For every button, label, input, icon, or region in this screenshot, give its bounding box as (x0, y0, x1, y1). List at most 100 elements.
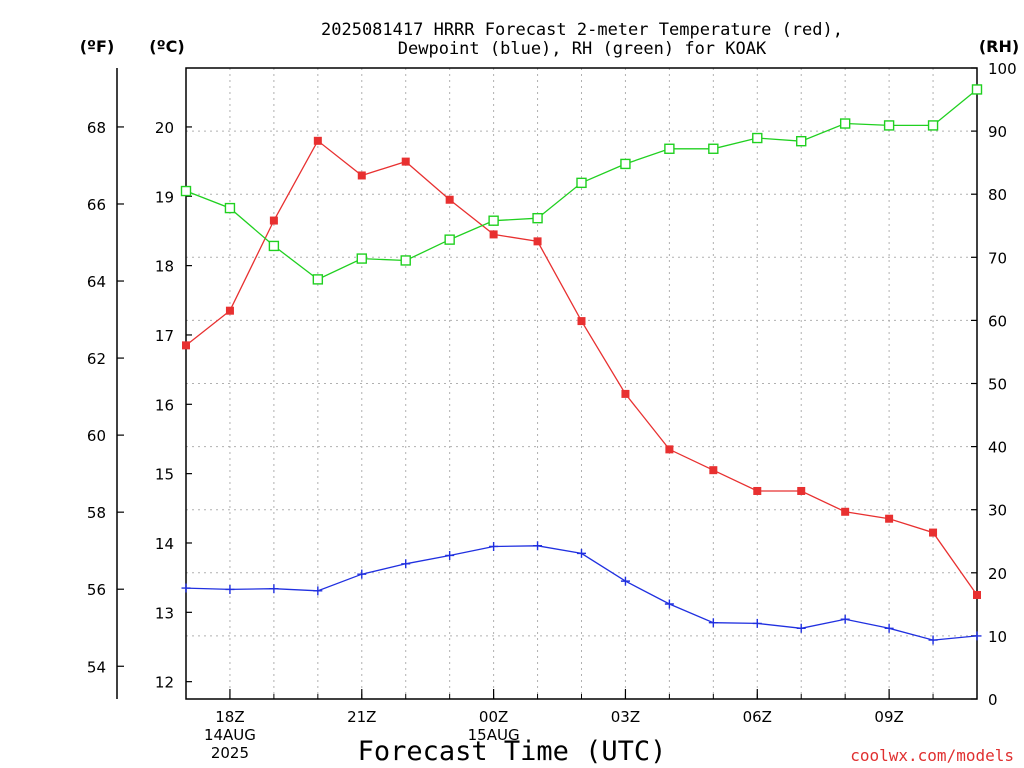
dewpoint-point (664, 599, 674, 609)
rh-point (532, 212, 543, 224)
temperature-point (313, 136, 322, 145)
temperature-point (797, 486, 806, 495)
dewpoint-point (357, 569, 367, 579)
dewpoint-point (313, 586, 323, 596)
time-tick-label: 18Z (215, 708, 244, 726)
celsius-unit-label: (ºC) (149, 37, 184, 56)
fahrenheit-tick-label: 68 (87, 119, 106, 137)
temperature-point (973, 590, 981, 599)
dewpoint-point (752, 618, 762, 628)
celsius-tick-label: 12 (155, 674, 174, 692)
rh-point (620, 158, 631, 170)
temperature-point (401, 157, 410, 166)
rh-point (268, 240, 280, 252)
time-tick-label: 15AUG (468, 726, 520, 744)
rh-point (444, 234, 455, 245)
temperature-point (269, 216, 278, 225)
temperature-point (885, 514, 894, 523)
celsius-tick-label: 17 (155, 327, 174, 345)
celsius-tick-label: 16 (155, 396, 174, 414)
celsius-tick-label: 15 (155, 466, 174, 484)
fahrenheit-tick-label: 54 (87, 658, 106, 676)
temperature-series (182, 136, 981, 599)
rh-point (752, 132, 763, 144)
dewpoint-point (577, 548, 586, 558)
rh-tick-label: 100 (988, 60, 1017, 78)
rh-point (312, 274, 324, 285)
fahrenheit-tick-label: 58 (87, 504, 106, 522)
rh-point (180, 185, 192, 197)
time-tick-label: 00Z (479, 708, 508, 726)
series-layer (180, 84, 983, 645)
rh-tick-label: 80 (988, 186, 1007, 204)
rh-point (664, 143, 675, 154)
temperature-point (929, 528, 938, 537)
temperature-point (357, 171, 366, 180)
temperature-point (753, 486, 762, 495)
dewpoint-point (884, 623, 894, 633)
dewpoint-point (401, 559, 411, 569)
celsius-tick-label: 19 (155, 188, 174, 206)
dewpoint-point (445, 550, 455, 560)
fahrenheit-tick-label: 56 (87, 581, 106, 599)
celsius-axis: 12 13 14 15 16 17 18 19 20 (155, 119, 192, 692)
credit-link[interactable]: coolwx.com/models (850, 746, 1014, 765)
rh-point (839, 118, 851, 129)
fahrenheit-tick-label: 64 (87, 273, 106, 291)
rh-tick-label: 60 (988, 312, 1007, 330)
rh-tick-label: 10 (988, 628, 1007, 646)
dewpoint-line (185, 545, 978, 641)
rh-point (356, 253, 367, 264)
rh-tick-label: 50 (988, 376, 1007, 394)
rh-tick-label: 0 (988, 691, 998, 709)
rh-point (927, 120, 939, 131)
celsius-tick-label: 20 (155, 119, 174, 137)
rh-point (796, 135, 807, 147)
fahrenheit-unit-label: (ºF) (80, 37, 115, 56)
rh-point (488, 215, 499, 226)
time-tick-label: 06Z (743, 708, 772, 726)
dewpoint-point (489, 541, 499, 551)
rh-point (224, 202, 236, 214)
dewpoint-series (181, 541, 982, 645)
x-axis-label: Forecast Time (UTC) (358, 736, 667, 767)
temperature-point (533, 237, 542, 246)
grid-lines (186, 68, 977, 699)
time-tick-label: 21Z (347, 708, 376, 726)
dewpoint-point (928, 635, 938, 645)
rh-point (576, 177, 587, 189)
dewpoint-point (533, 541, 543, 551)
celsius-tick-label: 13 (155, 604, 174, 622)
time-tick-label: 03Z (611, 708, 640, 726)
temperature-point (621, 389, 630, 398)
time-tick-label: 09Z (874, 708, 903, 726)
temperature-point (841, 507, 850, 516)
dewpoint-point (708, 618, 718, 628)
temperature-point (489, 230, 498, 239)
rh-tick-label: 70 (988, 249, 1007, 267)
dewpoint-point (269, 584, 279, 594)
rh-tick-label: 90 (988, 123, 1007, 141)
time-tick-label: 14AUG (204, 726, 256, 744)
rh-tick-label: 30 (988, 502, 1007, 520)
dewpoint-point (840, 614, 850, 624)
dewpoint-point (181, 583, 191, 593)
temperature-point (225, 306, 234, 315)
rh-point (883, 120, 895, 131)
dewpoint-point (972, 631, 982, 641)
rh-tick-label: 20 (988, 565, 1007, 583)
dewpoint-point (225, 584, 235, 594)
chart-title-line-1: 2025081417 HRRR Forecast 2-meter Tempera… (321, 20, 843, 40)
temperature-point (577, 317, 586, 326)
temperature-point (665, 445, 674, 454)
temperature-point (182, 341, 190, 350)
rh-point (971, 84, 983, 95)
celsius-tick-label: 18 (155, 258, 174, 276)
rh-tick-label: 40 (988, 439, 1007, 457)
rh-axis: 0 10 20 30 40 50 60 70 80 90 100 (971, 60, 1017, 709)
dewpoint-point (796, 623, 806, 633)
celsius-tick-label: 14 (155, 535, 174, 553)
rh-unit-label: (RH) (979, 37, 1019, 56)
